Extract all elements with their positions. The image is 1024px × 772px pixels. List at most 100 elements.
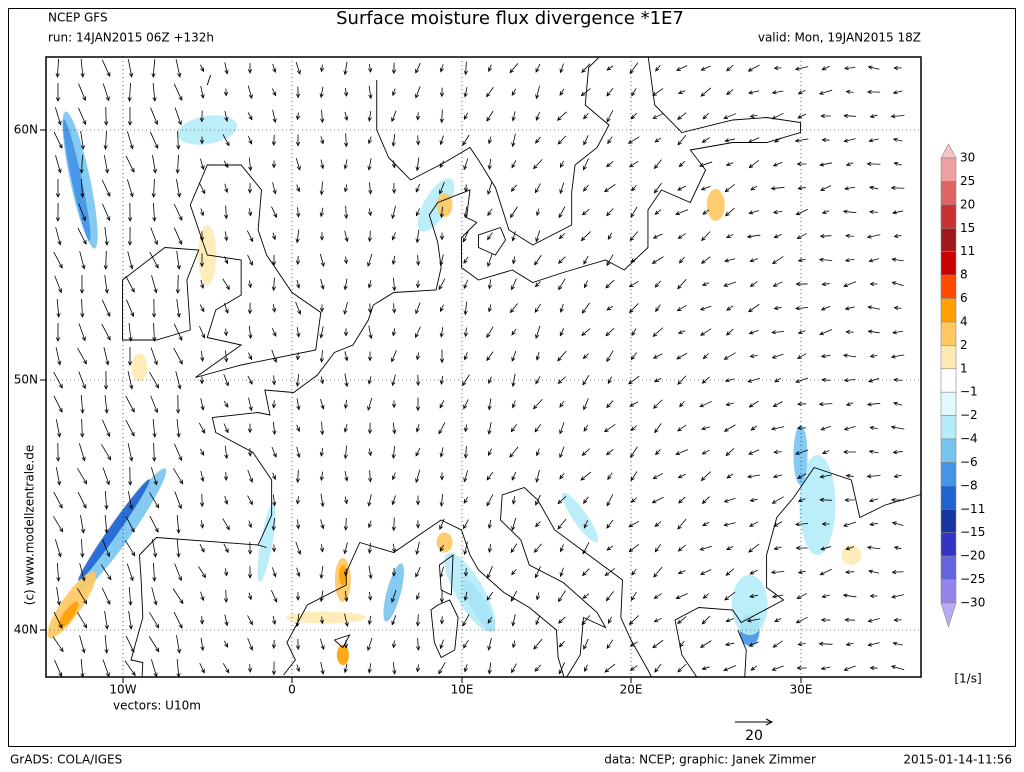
wind-vector <box>128 611 133 630</box>
wind-vector <box>128 202 133 222</box>
wind-vector <box>819 474 832 479</box>
wind-vector <box>463 352 468 361</box>
frame <box>8 8 1016 747</box>
wind-vector <box>819 162 833 167</box>
wind-vector <box>702 521 710 527</box>
wind-vector <box>391 517 396 532</box>
wind-vector <box>511 496 516 505</box>
legend-label: −15 <box>960 525 985 539</box>
wind-vector <box>773 546 782 551</box>
wind-vector <box>677 185 687 191</box>
legend-swatch <box>940 321 957 346</box>
wind-vector <box>53 251 63 269</box>
wind-vector <box>821 137 830 143</box>
wind-vector <box>200 158 205 171</box>
wind-vector <box>224 589 229 604</box>
wind-vector <box>534 183 541 194</box>
legend-label: 2 <box>960 338 968 352</box>
wind-vector <box>725 568 735 576</box>
footer-left: GrADS: COLA/IGES <box>10 753 122 767</box>
wind-vector <box>631 185 637 192</box>
legend-label: −6 <box>960 455 978 469</box>
wind-vector <box>101 587 111 605</box>
wind-vector <box>652 233 663 239</box>
wind-vector <box>152 155 157 174</box>
wind-vector <box>52 636 64 653</box>
wind-vector <box>582 353 589 359</box>
wind-vector <box>320 109 325 124</box>
wind-vector <box>606 305 614 311</box>
wind-vector <box>319 616 325 625</box>
legend-label: 4 <box>960 314 968 328</box>
wind-vector <box>724 642 735 647</box>
wind-vector <box>151 539 158 558</box>
wind-vector <box>101 323 111 341</box>
wind-vector <box>866 161 881 166</box>
wind-vector <box>415 567 421 578</box>
wind-vector <box>559 63 564 74</box>
wind-vector <box>463 399 469 410</box>
wind-vector <box>723 522 736 527</box>
wind-vector <box>820 185 832 191</box>
wind-vector <box>463 424 469 433</box>
wind-vector <box>392 303 397 314</box>
wind-vector <box>439 64 444 73</box>
wind-vector <box>101 299 111 317</box>
wind-vector <box>149 515 159 533</box>
wind-vector <box>845 162 854 167</box>
wind-vector <box>844 306 855 311</box>
wind-vector <box>416 637 421 651</box>
wind-vector <box>391 640 397 649</box>
wind-vector <box>296 184 301 193</box>
wind-vector <box>844 617 855 623</box>
wind-vector <box>149 492 160 509</box>
wind-vector <box>247 280 253 289</box>
wind-vector <box>556 111 567 121</box>
wind-vector <box>580 471 592 481</box>
wind-vector <box>462 134 470 146</box>
wind-vector <box>844 569 855 575</box>
wind-vector <box>655 64 661 72</box>
wind-vector <box>343 61 348 76</box>
wind-vector <box>128 466 133 486</box>
wind-vector <box>583 113 589 120</box>
wind-vector <box>175 274 180 294</box>
wind-vector <box>581 63 591 73</box>
wind-vector <box>271 160 277 169</box>
wind-vector <box>654 137 662 143</box>
wind-vector <box>247 208 253 217</box>
wind-vector <box>893 401 903 406</box>
legend-swatch <box>940 274 957 299</box>
wind-vector <box>630 425 638 432</box>
wind-vector <box>319 326 324 339</box>
wind-vector <box>151 178 156 198</box>
wind-vector <box>629 62 639 74</box>
wind-vector <box>891 281 904 287</box>
wind-vector <box>867 329 880 334</box>
wind-vector <box>150 107 159 126</box>
wind-vector <box>319 207 324 218</box>
wind-vector <box>295 352 301 361</box>
wind-vector <box>223 88 229 97</box>
wind-vector <box>200 208 205 217</box>
wind-vector <box>843 449 857 455</box>
wind-vector <box>726 234 734 238</box>
wind-vector <box>149 131 159 150</box>
wind-vector <box>247 615 253 626</box>
wind-vector <box>343 445 348 460</box>
wind-vector <box>868 209 879 215</box>
wind-vector <box>700 186 711 191</box>
wind-vector <box>535 448 540 457</box>
wind-vector <box>866 234 881 239</box>
wind-vector <box>125 275 135 293</box>
wind-vector <box>125 395 135 413</box>
wind-vector <box>415 495 421 506</box>
wind-vector <box>867 618 880 623</box>
wind-vector <box>559 446 565 459</box>
wind-vector <box>367 136 372 145</box>
wind-vector <box>295 61 301 75</box>
field-shading <box>562 492 599 543</box>
wind-vector <box>699 545 712 551</box>
wind-vector <box>676 352 688 360</box>
wind-vector <box>845 329 854 335</box>
